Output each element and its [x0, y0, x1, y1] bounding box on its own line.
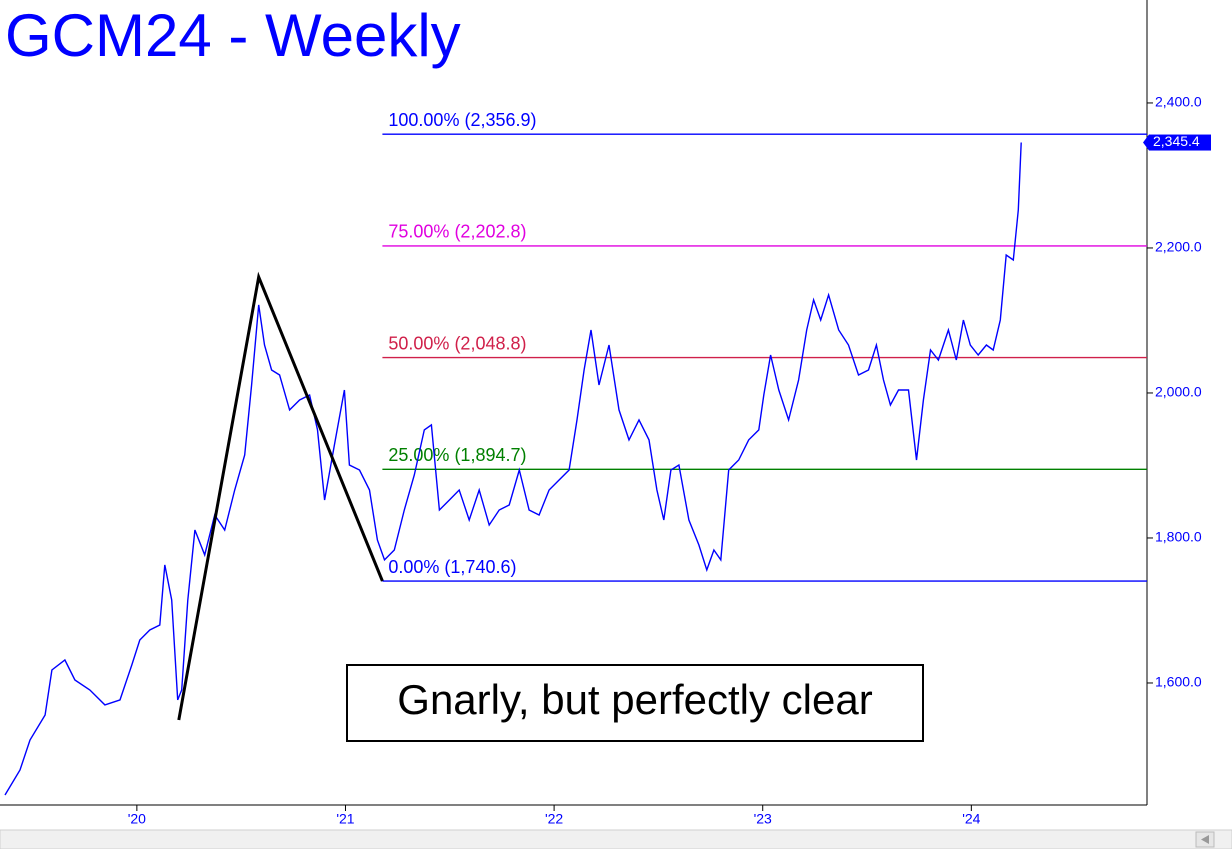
y-tick-label: 2,400.0 — [1155, 94, 1202, 110]
level-label: 0.00% (1,740.6) — [388, 557, 516, 577]
level-label: 100.00% (2,356.9) — [388, 110, 536, 130]
price-line — [4, 142, 1022, 796]
pattern-line — [177, 271, 384, 721]
y-tick-label: 1,600.0 — [1155, 674, 1202, 690]
x-tick-label: '23 — [754, 811, 772, 827]
x-tick-label: '21 — [336, 811, 354, 827]
price-label-box — [1149, 134, 1211, 151]
level-label: 50.00% (2,048.8) — [388, 333, 526, 353]
level-label: 25.00% (1,894.7) — [388, 445, 526, 465]
annotation-box — [346, 664, 924, 742]
price-label-pointer — [1143, 134, 1149, 151]
x-tick-label: '20 — [128, 811, 146, 827]
scrollbar[interactable] — [0, 829, 1232, 849]
x-tick-label: '24 — [962, 811, 980, 827]
y-tick-label: 1,800.0 — [1155, 529, 1202, 545]
scroll-arrow-icon — [1201, 835, 1209, 844]
y-tick-label: 2,000.0 — [1155, 384, 1202, 400]
annotation: Gnarly, but perfectly clear — [397, 676, 872, 723]
x-tick-label: '22 — [545, 811, 563, 827]
level-label: 75.00% (2,202.8) — [388, 222, 526, 242]
plot-layer: 100.00% (2,356.9) 75.00% (2,202.8) 50.00% … — [4, 110, 1147, 796]
chart-title: GCM24 - Weekly — [5, 2, 461, 69]
price-label: 2,345.4 — [1153, 133, 1200, 149]
y-tick-label: 2,200.0 — [1155, 239, 1202, 255]
